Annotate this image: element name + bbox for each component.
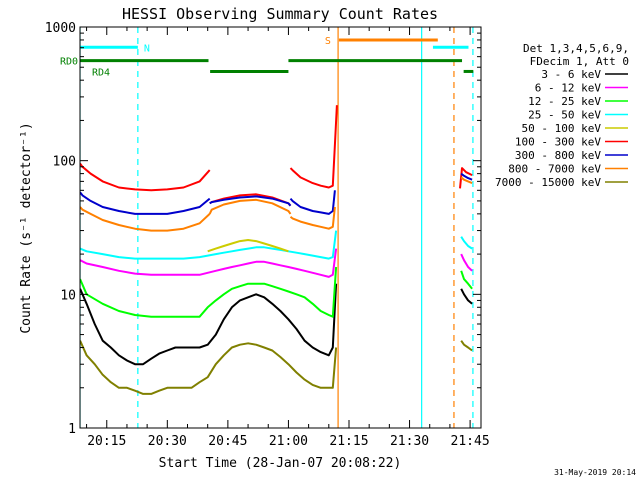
series-line	[460, 253, 473, 272]
chart-title: HESSI Observing Summary Count Rates	[122, 5, 438, 23]
x-tick-label: 21:00	[269, 434, 308, 449]
series-line	[80, 230, 338, 260]
series-line	[80, 266, 338, 318]
series-line	[80, 283, 338, 366]
legend-entry: 800 - 7000 keV	[508, 163, 601, 176]
y-tick-label: 100	[53, 155, 76, 170]
series-line	[460, 270, 473, 290]
footer-date: 31-May-2019 20:14	[554, 468, 636, 477]
legend-entry: 50 - 100 keV	[522, 122, 602, 135]
flag-label-rd4: RD4	[92, 67, 110, 78]
series-line	[289, 190, 336, 215]
series-line	[80, 191, 211, 215]
series-line	[289, 206, 336, 230]
flag-label-n: N	[144, 43, 150, 54]
series-line	[80, 340, 338, 395]
series-line	[208, 198, 292, 215]
y-tick-label: 10	[60, 288, 76, 303]
x-tick-label: 20:15	[87, 434, 126, 449]
plot-frame	[79, 26, 482, 429]
x-axis-label: Start Time (28-Jan-07 20:08:22)	[159, 456, 402, 471]
series-line	[289, 105, 338, 189]
legend-entry: 3 - 6 keV	[541, 68, 601, 81]
series-line	[460, 172, 473, 181]
series-line	[80, 248, 338, 278]
y-axis-label: Count Rate (s⁻¹ detector⁻¹)	[19, 122, 34, 333]
legend-entry: 100 - 300 keV	[515, 136, 601, 149]
legend-entry: 6 - 12 keV	[535, 82, 602, 95]
x-tick-label: 20:45	[208, 434, 247, 449]
x-tick-label: 21:45	[451, 434, 490, 449]
series-line	[460, 236, 473, 250]
flag-label-rd0: RD0	[60, 57, 78, 68]
flag-label-s: S	[325, 36, 331, 47]
x-tick-label: 21:30	[390, 434, 429, 449]
series-line	[460, 288, 473, 305]
series-line	[209, 195, 292, 207]
y-tick-label: 1000	[45, 21, 76, 36]
series-line	[80, 163, 211, 192]
y-tick-label: 1	[68, 422, 76, 437]
legend-header: Det 1,3,4,5,6,9,	[523, 42, 629, 55]
x-tick-label: 21:15	[329, 434, 368, 449]
series-line	[207, 239, 289, 253]
legend-entry: 300 - 800 keV	[515, 149, 601, 162]
legend-entry: 25 - 50 keV	[528, 109, 601, 122]
series-line	[460, 176, 473, 185]
legend-entry: 12 - 25 keV	[528, 95, 601, 108]
series-line	[460, 340, 473, 352]
x-tick-label: 20:30	[148, 434, 187, 449]
legend-header: FDecim 1, Att 0	[530, 55, 629, 68]
legend-entry: 7000 - 15000 keV	[495, 176, 601, 189]
series-line	[80, 206, 211, 232]
